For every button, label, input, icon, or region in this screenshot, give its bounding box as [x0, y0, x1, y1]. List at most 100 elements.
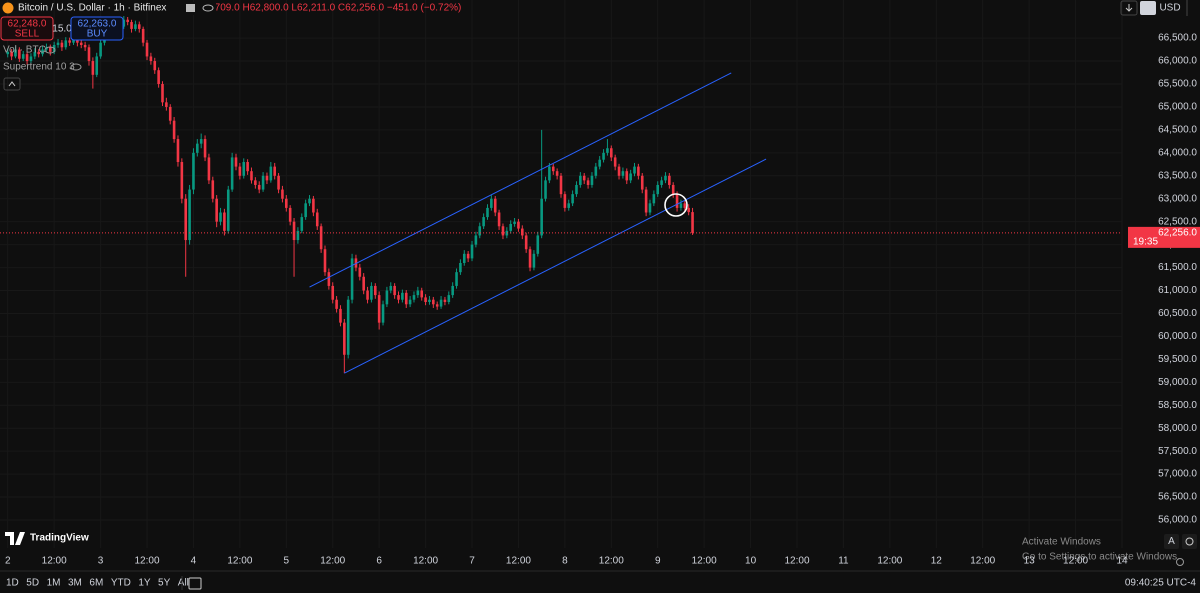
x-tick-label: 9 [655, 556, 661, 567]
candle-body [691, 212, 694, 233]
candle-body [671, 184, 675, 195]
candle-body [273, 166, 276, 176]
candle-body [478, 226, 482, 236]
sell-button[interactable] [0, 16, 54, 41]
candle-body [45, 47, 48, 50]
candle-body [640, 175, 644, 190]
candle-body [10, 51, 13, 57]
x-tick-label: 5 [284, 556, 290, 567]
y-tick-label: 56,500.0 [1158, 492, 1197, 503]
x-tick-label: 12:00 [42, 556, 67, 567]
candle-body [64, 40, 68, 48]
candle-body [192, 152, 195, 190]
last-price-box [1128, 226, 1200, 248]
candle-body [493, 198, 497, 213]
y-tick-label: 65,500.0 [1158, 79, 1197, 90]
candle-body [335, 299, 338, 309]
candle-body [48, 47, 52, 52]
candle-body [21, 54, 25, 59]
candle-body [184, 198, 188, 241]
eye-icon[interactable] [70, 63, 82, 71]
candle-body [462, 253, 466, 263]
range-button[interactable]: 5D [26, 578, 39, 589]
range-button[interactable]: 1D [6, 578, 19, 589]
candle-body [161, 83, 164, 103]
scroll-button[interactable] [1120, 0, 1138, 16]
sell-price: 62,248.0 [8, 19, 47, 30]
candle-body [497, 212, 501, 227]
candle-body [323, 249, 327, 273]
candle-body [536, 235, 540, 254]
candle-body [548, 166, 551, 181]
symbol-title: Bitcoin / U.S. Dollar · 1h · Bitfinex [18, 3, 166, 14]
auto-button[interactable] [1164, 534, 1179, 549]
candle-body [188, 189, 191, 241]
range-button[interactable]: 5Y [158, 578, 171, 589]
collapse-button[interactable] [3, 77, 21, 91]
x-tick-label: 4 [191, 556, 197, 567]
candle-body [339, 308, 342, 323]
candle-body [308, 198, 311, 204]
x-tick-label: 12 [931, 556, 943, 567]
candle-body [629, 173, 632, 181]
candle-body [56, 42, 60, 45]
candle-body [602, 152, 605, 160]
range-button[interactable]: 1Y [138, 578, 151, 589]
x-tick-label: 12:00 [877, 556, 902, 567]
range-button[interactable]: All [178, 578, 189, 589]
candle-body [524, 235, 528, 250]
candle-body [153, 61, 157, 71]
indicator[interactable]: Vol · BTC [3, 45, 46, 56]
candle-body [358, 267, 362, 277]
range-button[interactable]: 3M [68, 578, 82, 589]
candle-body [652, 194, 656, 204]
candle-body [563, 194, 567, 208]
candle-body [300, 217, 304, 231]
candle-body [250, 171, 253, 181]
x-tick-label: 2 [5, 556, 11, 567]
range-button[interactable]: 1M [47, 578, 61, 589]
candle-body [269, 166, 273, 181]
range-button[interactable]: YTD [111, 578, 131, 589]
candle-body [575, 184, 578, 195]
x-tick-label: 12:00 [692, 556, 717, 567]
candle-body [134, 24, 137, 29]
settings-button[interactable] [1182, 534, 1197, 549]
candle-body [633, 166, 636, 174]
y-tick-label: 61,500.0 [1158, 262, 1197, 273]
candle-body [296, 230, 300, 241]
candle-body [254, 180, 257, 185]
y-tick-label: 66,500.0 [1158, 33, 1197, 44]
candle-body [582, 175, 586, 181]
buy-label: BUY [87, 29, 108, 40]
y-tick-label: 60,000.0 [1158, 331, 1197, 342]
candle-body [95, 56, 99, 75]
x-tick-label: 12:00 [506, 556, 531, 567]
candle-body [389, 285, 393, 291]
candle-body [683, 203, 687, 208]
fit-button[interactable] [1140, 1, 1156, 15]
candle-body [586, 180, 590, 185]
x-tick-label: 6 [376, 556, 382, 567]
candle-body [165, 102, 168, 107]
candle-body [29, 56, 33, 62]
candle-body [551, 166, 555, 172]
candle-body [219, 212, 222, 222]
eye-icon[interactable] [202, 4, 214, 12]
eye-icon[interactable] [44, 46, 56, 54]
chevron [8, 81, 16, 87]
candle-body [168, 106, 172, 121]
gear[interactable] [1176, 558, 1184, 566]
y-tick-label: 58,500.0 [1158, 400, 1197, 411]
indicator[interactable]: Supertrend 10 3 [3, 62, 75, 73]
buy-button[interactable] [70, 16, 124, 41]
candle-body [327, 272, 331, 286]
candle-body [606, 148, 609, 153]
candle-body [261, 175, 265, 190]
candle-body [482, 217, 485, 227]
arrow [1125, 4, 1133, 12]
currency[interactable]: USD [1159, 3, 1180, 14]
range-button[interactable]: 6M [89, 578, 103, 589]
calendar-icon[interactable] [188, 577, 202, 590]
candle-body [637, 166, 640, 176]
